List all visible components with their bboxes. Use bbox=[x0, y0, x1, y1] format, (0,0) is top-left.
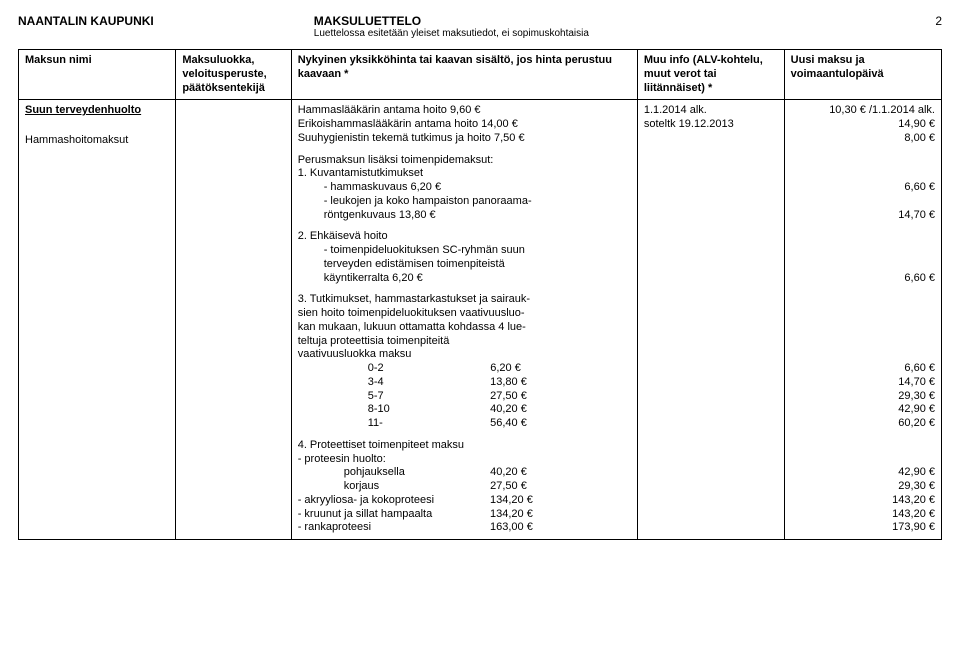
org-name: NAANTALIN KAUPUNKI bbox=[18, 14, 154, 28]
line: 3-4 bbox=[298, 376, 384, 390]
table-header-row: Maksun nimi Maksuluokka, veloitusperuste… bbox=[19, 50, 942, 100]
val: 40,20 € bbox=[490, 403, 631, 417]
cell-current: Hammaslääkärin antama hoito 9,60 € Eriko… bbox=[291, 100, 637, 540]
new-price: 29,30 € bbox=[791, 480, 935, 494]
new-price: 29,30 € bbox=[791, 390, 935, 404]
new-price: 60,20 € bbox=[791, 417, 935, 431]
new-price: 143,20 € bbox=[791, 508, 935, 522]
line: sien hoito toimenpideluokituksen vaativu… bbox=[298, 307, 631, 321]
new-price: 10,30 € /1.1.2014 alk. bbox=[791, 104, 935, 118]
line: Hammaslääkärin antama hoito 9,60 € bbox=[298, 104, 631, 118]
val: 134,20 € bbox=[490, 508, 631, 522]
line: Erikoishammaslääkärin antama hoito 14,00… bbox=[298, 118, 631, 132]
new-price: 173,90 € bbox=[791, 521, 935, 535]
line: 3. Tutkimukset, hammastarkastukset ja sa… bbox=[298, 293, 631, 307]
val: 6,20 € bbox=[490, 362, 631, 376]
line: röntgenkuvaus 13,80 € bbox=[298, 209, 631, 223]
line: kan mukaan, lukuun ottamatta kohdassa 4 … bbox=[298, 321, 631, 335]
cell-name: Suun terveydenhuolto Hammashoitomaksut bbox=[19, 100, 176, 540]
new-price: 6,60 € bbox=[791, 181, 935, 195]
col-header-4: Muu info (ALV-kohtelu, muut verot tai li… bbox=[637, 50, 784, 100]
line: vaativuusluokka maksu bbox=[298, 348, 631, 362]
line: Suuhygienistin tekemä tutkimus ja hoito … bbox=[298, 132, 631, 146]
val: 56,40 € bbox=[490, 417, 631, 431]
line: - proteesin huolto: bbox=[298, 453, 631, 467]
val: 27,50 € bbox=[490, 480, 631, 494]
line: - toimenpideluokituksen SC-ryhmän suun bbox=[298, 244, 631, 258]
line: - leukojen ja koko hampaiston panoraama- bbox=[298, 195, 631, 209]
fee-table: Maksun nimi Maksuluokka, veloitusperuste… bbox=[18, 49, 942, 540]
val: 13,80 € bbox=[490, 376, 631, 390]
cell-class bbox=[176, 100, 291, 540]
fee-name-sub: Hammashoitomaksut bbox=[25, 134, 169, 148]
val: 163,00 € bbox=[490, 521, 631, 535]
line: 5-7 bbox=[298, 390, 384, 404]
page-header: NAANTALIN KAUPUNKI MAKSULUETTELO Luettel… bbox=[18, 14, 942, 39]
page-number: 2 bbox=[922, 14, 942, 28]
new-price: 14,70 € bbox=[791, 376, 935, 390]
fee-name-main: Suun terveydenhuolto bbox=[25, 104, 169, 118]
col-header-1: Maksun nimi bbox=[19, 50, 176, 100]
line: teltuja proteettisia toimenpiteitä bbox=[298, 335, 631, 349]
new-price: 6,60 € bbox=[791, 272, 935, 286]
line: Perusmaksun lisäksi toimenpidemaksut: bbox=[298, 154, 631, 168]
line: 0-2 bbox=[298, 362, 384, 376]
val: 40,20 € bbox=[490, 466, 631, 480]
doc-title: MAKSULUETTELO bbox=[314, 14, 922, 28]
line: terveyden edistämisen toimenpiteistä bbox=[298, 258, 631, 272]
line: 8-10 bbox=[298, 403, 390, 417]
line: pohjauksella bbox=[298, 466, 405, 480]
col-header-5: Uusi maksu ja voimaantulopäivä bbox=[784, 50, 941, 100]
info-line: 1.1.2014 alk. bbox=[644, 104, 778, 118]
table-row: Suun terveydenhuolto Hammashoitomaksut H… bbox=[19, 100, 942, 540]
line: käyntikerralta 6,20 € bbox=[298, 272, 631, 286]
new-price: 42,90 € bbox=[791, 466, 935, 480]
line: 11- bbox=[298, 417, 383, 431]
val: 27,50 € bbox=[490, 390, 631, 404]
new-price: 14,70 € bbox=[791, 209, 935, 223]
info-line: soteltk 19.12.2013 bbox=[644, 118, 778, 132]
new-price: 8,00 € bbox=[791, 132, 935, 146]
new-price: 42,90 € bbox=[791, 403, 935, 417]
line: 2. Ehkäisevä hoito bbox=[298, 230, 631, 244]
new-price: 6,60 € bbox=[791, 362, 935, 376]
line: 4. Proteettiset toimenpiteet maksu bbox=[298, 439, 631, 453]
cell-new: 10,30 € /1.1.2014 alk. 14,90 € 8,00 € 6,… bbox=[784, 100, 941, 540]
line: korjaus bbox=[298, 480, 379, 494]
cell-info: 1.1.2014 alk. soteltk 19.12.2013 bbox=[637, 100, 784, 540]
header-center: MAKSULUETTELO Luettelossa esitetään ylei… bbox=[314, 14, 922, 39]
new-price: 143,20 € bbox=[791, 494, 935, 508]
col-header-3: Nykyinen yksikköhinta tai kaavan sisältö… bbox=[291, 50, 637, 100]
new-price: 14,90 € bbox=[791, 118, 935, 132]
line: - kruunut ja sillat hampaalta bbox=[298, 508, 433, 522]
val: 134,20 € bbox=[490, 494, 631, 508]
line: - hammaskuvaus 6,20 € bbox=[298, 181, 631, 195]
line: - rankaproteesi bbox=[298, 521, 371, 535]
line: 1. Kuvantamistutkimukset bbox=[298, 167, 631, 181]
doc-subtitle: Luettelossa esitetään yleiset maksutiedo… bbox=[314, 28, 922, 39]
line: - akryyliosa- ja kokoproteesi bbox=[298, 494, 434, 508]
col-header-2: Maksuluokka, veloitusperuste, päätöksent… bbox=[176, 50, 291, 100]
